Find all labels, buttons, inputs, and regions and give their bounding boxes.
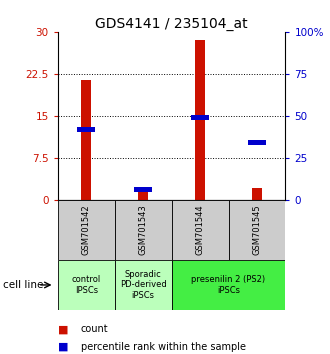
Bar xyxy=(81,80,91,200)
Bar xyxy=(248,140,266,145)
Bar xyxy=(134,187,152,193)
Bar xyxy=(228,200,285,260)
Text: GSM701542: GSM701542 xyxy=(82,205,91,256)
Bar xyxy=(77,127,95,132)
Text: percentile rank within the sample: percentile rank within the sample xyxy=(81,342,246,352)
Text: ■: ■ xyxy=(58,342,68,352)
Text: count: count xyxy=(81,324,109,334)
Text: presenilin 2 (PS2)
iPSCs: presenilin 2 (PS2) iPSCs xyxy=(191,275,266,295)
Bar xyxy=(115,260,172,310)
Bar xyxy=(172,260,285,310)
Bar xyxy=(58,200,115,260)
Text: GSM701543: GSM701543 xyxy=(139,205,148,256)
Title: GDS4141 / 235104_at: GDS4141 / 235104_at xyxy=(95,17,248,31)
Text: GSM701544: GSM701544 xyxy=(196,205,205,256)
Bar xyxy=(252,188,262,200)
Text: Sporadic
PD-derived
iPSCs: Sporadic PD-derived iPSCs xyxy=(120,270,167,300)
Text: cell line: cell line xyxy=(3,280,44,290)
Bar xyxy=(172,200,228,260)
Text: control
IPSCs: control IPSCs xyxy=(72,275,101,295)
Bar xyxy=(195,40,205,200)
Bar xyxy=(115,200,172,260)
Bar xyxy=(138,190,148,200)
Text: ■: ■ xyxy=(58,324,68,334)
Bar xyxy=(191,115,209,120)
Bar xyxy=(58,260,115,310)
Text: GSM701545: GSM701545 xyxy=(252,205,261,256)
